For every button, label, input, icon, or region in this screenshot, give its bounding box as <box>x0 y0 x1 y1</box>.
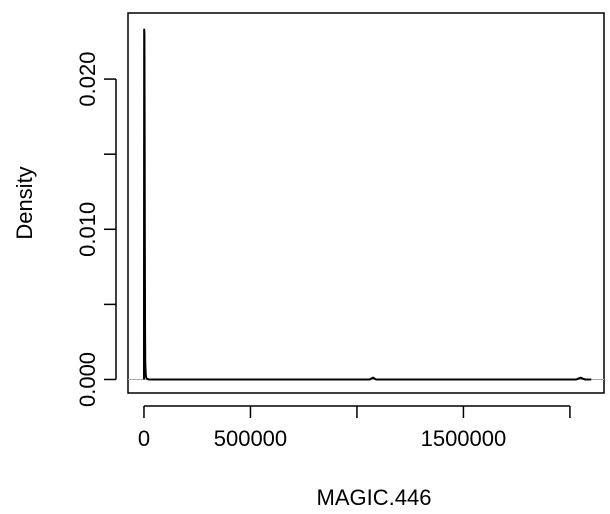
y-tick-label: 0.010 <box>75 202 100 257</box>
x-axis: 0 500000 1500000 <box>138 405 571 451</box>
x-axis-title: MAGIC.446 <box>317 485 432 510</box>
y-axis-title: Density <box>12 166 37 239</box>
x-tick-label: 1500000 <box>421 426 507 451</box>
y-axis: 0.000 0.010 0.020 <box>75 52 117 407</box>
plot-frame <box>127 12 605 394</box>
density-curve <box>142 28 592 381</box>
x-tick-label: 500000 <box>214 426 287 451</box>
y-tick-label: 0.020 <box>75 52 100 107</box>
y-tick-label: 0.000 <box>75 352 100 407</box>
x-tick-label: 0 <box>138 426 150 451</box>
